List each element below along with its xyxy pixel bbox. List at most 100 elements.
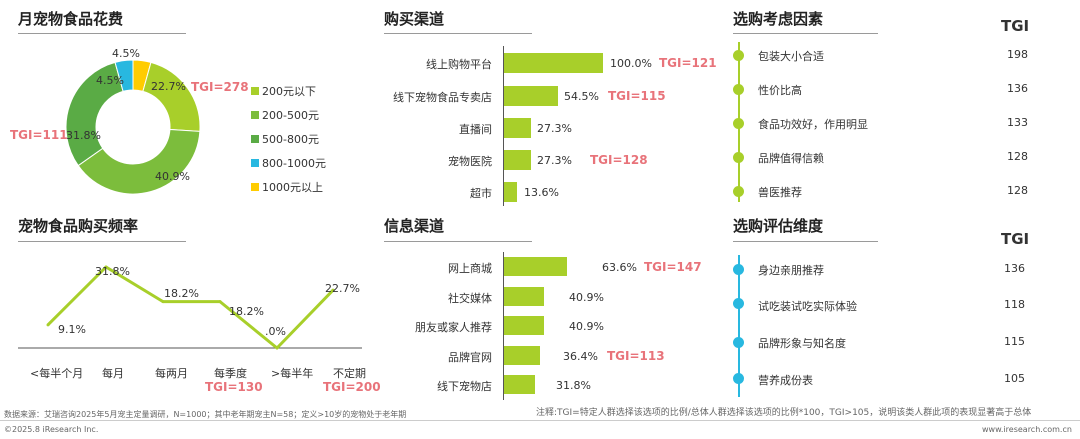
donut-value-label: 31.8%: [66, 129, 101, 142]
channel-bar: [504, 182, 518, 202]
dimension-label: 身边亲朋推荐: [758, 264, 824, 277]
channel-value: 13.6%: [524, 186, 559, 199]
factor-label: 兽医推荐: [758, 186, 802, 199]
info-category: 朋友或家人推荐: [415, 321, 492, 334]
info-bar: [504, 375, 536, 394]
channel-tgi: TGI=128: [590, 153, 648, 167]
channel-category: 宠物医院: [448, 155, 492, 168]
section-title-info: 信息渠道: [384, 217, 445, 235]
legend-label: 800-1000元: [262, 157, 326, 170]
line-value-label: 31.8%: [95, 265, 130, 278]
legend-item: 200元以下: [251, 79, 326, 103]
donut-slice: [142, 61, 201, 132]
dimension-tgi: 118: [1004, 298, 1025, 311]
info-bar: [504, 316, 545, 335]
line-x-tick: 每月: [102, 367, 124, 380]
donut-slice: [114, 59, 134, 92]
dimension-tgi: 105: [1004, 372, 1025, 385]
channel-category: 直播间: [459, 123, 492, 136]
dimension-bullet: [733, 373, 744, 384]
frequency-line-chart: [18, 265, 362, 350]
channel-tgi: TGI=121: [659, 56, 717, 70]
section-divider: [18, 33, 186, 34]
info-value: 40.9%: [569, 320, 604, 333]
channel-bar: [504, 86, 558, 106]
info-value: 40.9%: [569, 291, 604, 304]
line-point: [46, 323, 50, 327]
legend-swatch: [251, 159, 259, 167]
channel-value: 54.5%: [564, 90, 599, 103]
channel-bar: [504, 150, 532, 170]
tgi-note: 注释:TGI=特定人群选择该选项的比例/总体人群选择该选项的比例*100，TGI…: [536, 408, 1032, 418]
info-bar: [504, 287, 545, 306]
info-value: 31.8%: [556, 379, 591, 392]
channel-bar: [504, 118, 532, 138]
line-value-label: 18.2%: [164, 287, 199, 300]
dimension-timeline-line: [738, 255, 740, 397]
line-point: [275, 346, 279, 350]
donut-slice: [65, 61, 124, 167]
info-tgi: TGI=113: [607, 349, 665, 363]
donut-value-label: 22.7%: [151, 80, 186, 93]
dimension-label: 试吃装试吃实际体验: [758, 300, 857, 313]
section-title-factors: 选购考虑因素: [733, 10, 824, 28]
line-x-tick: <每半个月: [30, 367, 84, 380]
line-point: [104, 265, 108, 269]
line-x-tick: 每季度: [214, 367, 247, 380]
factor-bullet: [733, 84, 744, 95]
line-value-label: .0%: [265, 325, 286, 338]
legend-item: 1000元以上: [251, 175, 326, 199]
factor-label: 性价比高: [758, 84, 802, 97]
section-divider: [733, 33, 878, 34]
factor-bullet: [733, 186, 744, 197]
info-bar: [504, 257, 567, 276]
line-point: [161, 300, 165, 304]
channel-category: 线上购物平台: [426, 58, 492, 71]
line-value-label: 9.1%: [58, 323, 86, 336]
copyright: ©2025.8 iResearch Inc.: [4, 425, 99, 434]
website: www.iresearch.com.cn: [982, 425, 1072, 434]
info-category: 线下宠物店: [437, 380, 492, 393]
channel-value: 27.3%: [537, 154, 572, 167]
info-axis: [503, 252, 504, 400]
donut-slice: [77, 128, 201, 195]
section-title-channel: 购买渠道: [384, 10, 445, 28]
factor-label: 包装大小合适: [758, 50, 824, 63]
donut-legend: 200元以下 200-500元 500-800元 800-1000元 1000元…: [251, 79, 326, 199]
channel-axis: [503, 46, 504, 206]
factor-tgi: 198: [1007, 48, 1028, 61]
donut-chart: [65, 59, 201, 195]
info-value: 36.4%: [563, 350, 598, 363]
tgi-column-header: TGI: [1001, 17, 1030, 35]
line-x-tick: 每两月: [155, 367, 188, 380]
line-tgi-label: TGI=200: [323, 380, 381, 394]
info-bar: [504, 346, 541, 365]
factor-tgi: 136: [1007, 82, 1028, 95]
line-x-tick: 不定期: [333, 367, 366, 380]
factor-tgi: 128: [1007, 150, 1028, 163]
info-value: 63.6%: [602, 261, 637, 274]
dimension-tgi: 115: [1004, 335, 1025, 348]
tgi-column-header: TGI: [1001, 230, 1030, 248]
line-point: [331, 288, 335, 292]
legend-item: 200-500元: [251, 103, 326, 127]
line-x-tick: >每半年: [271, 367, 314, 380]
section-title-dimensions: 选购评估维度: [733, 217, 824, 235]
channel-category: 超市: [470, 187, 492, 200]
line-value-label: 18.2%: [229, 305, 264, 318]
factor-bullet: [733, 118, 744, 129]
channel-tgi: TGI=115: [608, 89, 666, 103]
legend-label: 500-800元: [262, 133, 319, 146]
dimension-label: 品牌形象与知名度: [758, 337, 846, 350]
section-title-spend: 月宠物食品花费: [18, 10, 124, 28]
section-divider: [384, 241, 532, 242]
factor-bullet: [733, 152, 744, 163]
legend-label: 200-500元: [262, 109, 319, 122]
factor-tgi: 133: [1007, 116, 1028, 129]
factor-tgi: 128: [1007, 184, 1028, 197]
legend-swatch: [251, 87, 259, 95]
legend-label: 200元以下: [262, 85, 316, 98]
legend-item: 800-1000元: [251, 151, 326, 175]
info-category: 社交媒体: [448, 292, 492, 305]
channel-category: 线下宠物食品专卖店: [393, 91, 492, 104]
